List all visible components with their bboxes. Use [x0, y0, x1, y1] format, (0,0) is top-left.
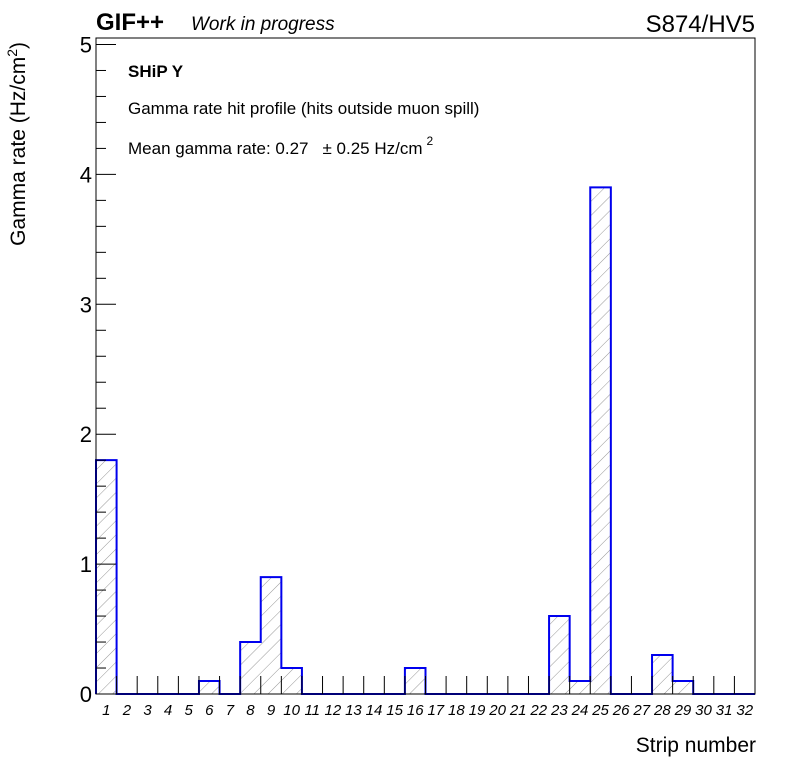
x-tick-label: 28: [653, 702, 671, 719]
x-tick-label: 10: [283, 702, 300, 719]
x-tick-label: 9: [267, 702, 276, 719]
bar-strip-29: [672, 681, 694, 694]
x-tick-label: 8: [246, 702, 255, 719]
bar-strip-25: [590, 187, 611, 694]
y-axis-title-main: Gamma rate (Hz/cm: [7, 57, 30, 246]
x-tick-label: 27: [632, 702, 650, 719]
x-tick-label: 18: [448, 702, 465, 719]
plot-frame: [95, 37, 756, 695]
x-tick-label: 15: [386, 702, 403, 719]
x-tick-label: 30: [695, 702, 712, 719]
x-tick-label: 23: [550, 702, 568, 719]
x-tick-label: 22: [529, 702, 547, 719]
y-tick-label: 3: [80, 292, 92, 317]
bar-strip-6: [198, 681, 220, 694]
x-tick-label: 6: [205, 702, 214, 719]
x-tick-label: 4: [164, 702, 172, 719]
x-tick-label: 1: [102, 702, 110, 719]
x-tick-label: 3: [143, 702, 152, 719]
y-tick-label: 0: [80, 682, 92, 707]
status-label: Work in progress: [191, 14, 335, 35]
y-axis-title-suffix: ): [7, 42, 30, 49]
y-tick-label: 2: [80, 422, 92, 447]
x-tick-label: 12: [324, 702, 341, 719]
run-label: S874/HV5: [646, 11, 755, 38]
bars-layer: [95, 186, 755, 695]
x-tick-label: 29: [674, 702, 692, 719]
y-tick-label: 1: [80, 552, 92, 577]
bar-strip-28: [652, 655, 673, 694]
x-tick-label: 19: [469, 702, 486, 719]
y-axis-ticks: 0 1 2 3 4 5: [80, 32, 116, 707]
x-tick-label: 17: [427, 702, 444, 719]
x-tick-label: 25: [591, 702, 609, 719]
bar-strip-16: [404, 668, 426, 694]
y-axis-title: Gamma rate (Hz/cm2): [4, 42, 30, 246]
x-tick-label: 11: [304, 702, 320, 719]
x-tick-label: 16: [407, 702, 424, 719]
mean-error-exp: 2: [427, 134, 434, 148]
bar-strip-9: [260, 577, 282, 694]
y-tick-label: 5: [80, 32, 92, 57]
description-label: Gamma rate hit profile (hits outside muo…: [128, 99, 479, 118]
x-tick-label: 2: [122, 702, 132, 719]
mean-rate-label: Mean gamma rate: 0.27 ± 0.25 Hz/cm 2: [128, 134, 434, 158]
histogram-outline: [95, 186, 755, 695]
mean-error: ± 0.25 Hz/cm: [322, 139, 422, 158]
bar-strip-1: [96, 460, 117, 694]
x-tick-label: 5: [185, 702, 194, 719]
x-axis-title: Strip number: [636, 734, 756, 757]
x-tick-label: 32: [736, 702, 753, 719]
bar-strip-8: [240, 642, 261, 694]
x-tick-label: 7: [226, 702, 235, 719]
x-tick-label: 21: [509, 702, 527, 719]
bar-strip-10: [281, 668, 302, 694]
x-tick-label: 13: [345, 702, 362, 719]
brand-label: GIF++: [96, 9, 164, 36]
bar-strip-24: [569, 681, 591, 694]
y-tick-label: 4: [80, 162, 92, 187]
bar-strip-23: [549, 616, 570, 694]
x-axis-ticks: 1 2 3 4 5 6 7 8 9 10 11 12 13 14 15 16 17 18 19 20 21 22 23 24 2…: [95, 676, 756, 719]
x-tick-label: 14: [366, 702, 383, 719]
x-tick-label: 24: [571, 702, 589, 719]
detector-label: SHiP Y: [128, 62, 184, 81]
x-tick-label: 26: [612, 702, 630, 719]
x-tick-label: 20: [488, 702, 506, 719]
x-tick-label: 31: [716, 702, 733, 719]
y-axis-title-exp: 2: [4, 49, 20, 57]
mean-prefix: Mean gamma rate: 0.27: [128, 139, 308, 158]
